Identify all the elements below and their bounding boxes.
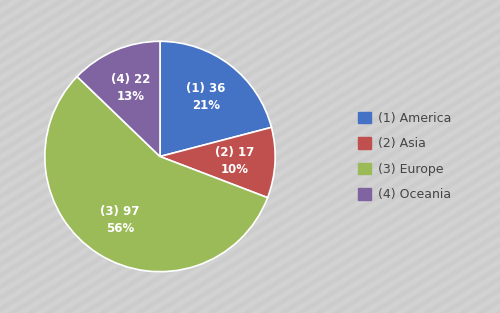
- Wedge shape: [160, 127, 275, 198]
- Text: (4) 22
13%: (4) 22 13%: [111, 73, 150, 103]
- Text: (1) 36
21%: (1) 36 21%: [186, 82, 226, 112]
- Wedge shape: [45, 77, 268, 272]
- Text: (2) 17
10%: (2) 17 10%: [215, 146, 254, 176]
- Wedge shape: [160, 41, 272, 156]
- Text: (3) 97
56%: (3) 97 56%: [100, 205, 140, 235]
- Legend: (1) America, (2) Asia, (3) Europe, (4) Oceania: (1) America, (2) Asia, (3) Europe, (4) O…: [358, 112, 452, 201]
- Wedge shape: [77, 41, 160, 156]
